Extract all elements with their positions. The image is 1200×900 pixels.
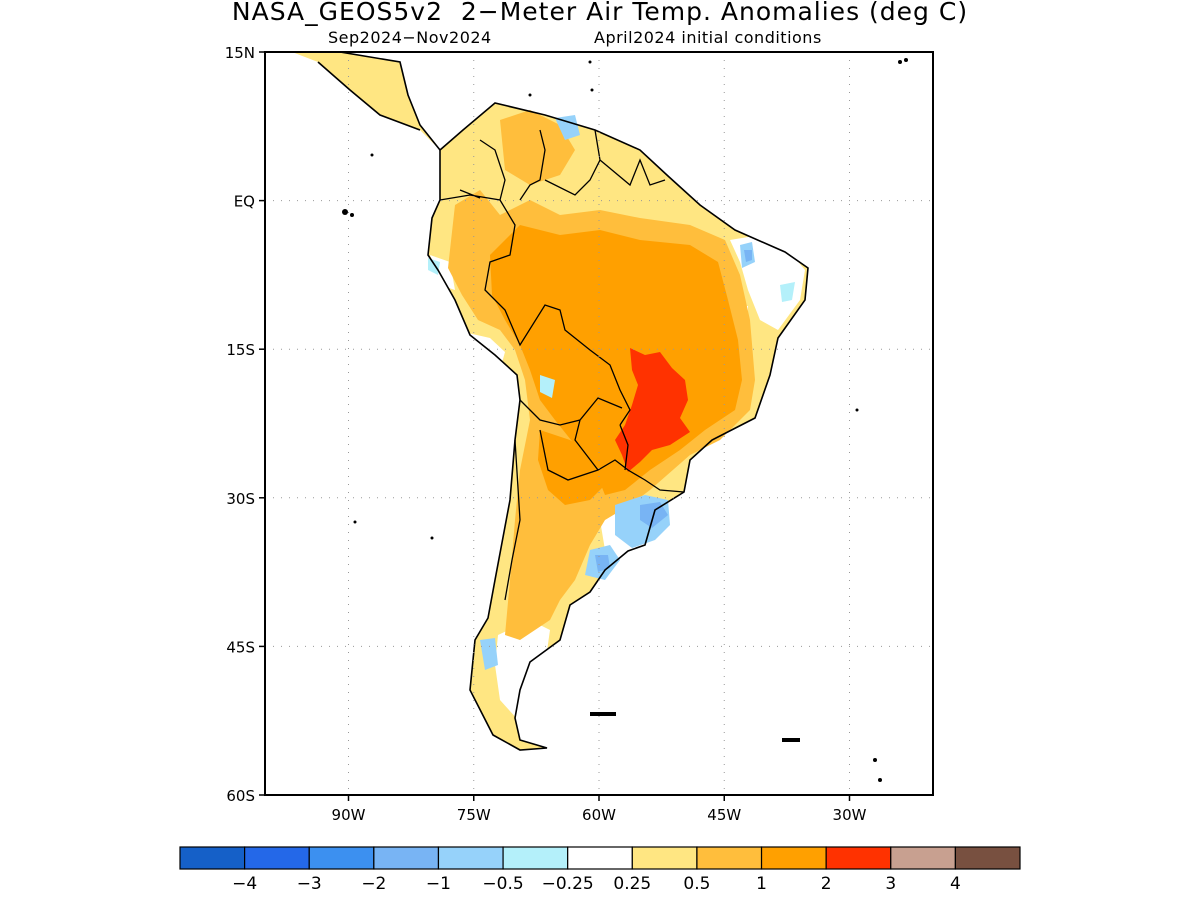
colorbar-swatch bbox=[631, 846, 698, 870]
colorbar-swatch bbox=[244, 846, 310, 870]
colorbar-label: 0.25 bbox=[613, 874, 651, 894]
lon-tick-label: 75W bbox=[457, 806, 491, 824]
colorbar-swatch bbox=[567, 846, 633, 870]
colorbar-swatch bbox=[502, 846, 569, 870]
lat-tick-label: 60S bbox=[226, 787, 255, 805]
central-america-fill bbox=[292, 52, 440, 150]
colorbar-label: −2 bbox=[361, 874, 386, 894]
lat-tick-label: 15S bbox=[226, 341, 255, 359]
lon-tick-label: 90W bbox=[332, 806, 366, 824]
colorbar-label: 2 bbox=[821, 874, 832, 894]
colorbar-label: −3 bbox=[297, 874, 322, 894]
map-title: NASA_GEOS5v2 2−Meter Air Temp. Anomalies… bbox=[231, 0, 969, 26]
colorbar-label: −4 bbox=[232, 874, 257, 894]
axis-ticks: 15N EQ 15S 30S 45S 60S 90W 75W 60W 45W 30W bbox=[225, 44, 867, 824]
colorbar-label: −1 bbox=[426, 874, 451, 894]
lat-tick-label: 15N bbox=[225, 44, 255, 62]
islands bbox=[342, 58, 908, 782]
colorbar-swatch bbox=[825, 846, 892, 870]
colorbar-label: 3 bbox=[885, 874, 896, 894]
colorbar-swatch bbox=[179, 846, 246, 870]
colorbar-swatch bbox=[373, 846, 440, 870]
lon-tick-label: 60W bbox=[582, 806, 616, 824]
map-content bbox=[292, 52, 908, 782]
lon-tick-label: 45W bbox=[707, 806, 741, 824]
cool-anomaly-patches bbox=[428, 115, 795, 670]
colorbar-swatch bbox=[308, 846, 375, 870]
coastline bbox=[427, 102, 809, 751]
colorbar-label: −0.25 bbox=[542, 874, 594, 894]
lon-tick-label: 30W bbox=[833, 806, 867, 824]
anomaly-3-plus-hotspot bbox=[615, 348, 690, 472]
colorbar-swatch bbox=[696, 846, 763, 870]
colorbar-swatch bbox=[890, 846, 956, 870]
colorbar-label: 4 bbox=[950, 874, 961, 894]
map-initial-conditions-subtitle: April2024 initial conditions bbox=[594, 28, 822, 47]
map-period-subtitle: Sep2024−Nov2024 bbox=[328, 28, 492, 47]
central-america-coastline bbox=[292, 52, 441, 151]
lat-tick-label: 30S bbox=[226, 490, 255, 508]
lat-tick-label: EQ bbox=[234, 193, 255, 211]
lat-tick-label: 45S bbox=[226, 638, 255, 656]
colorbar-swatch bbox=[760, 846, 827, 870]
colorbar-swatch bbox=[437, 846, 504, 870]
colorbar-label: 0.5 bbox=[683, 874, 710, 894]
anomaly-2-3-south bbox=[538, 430, 610, 505]
colorbar-label: −0.5 bbox=[482, 874, 523, 894]
anomaly-1-2-north bbox=[500, 110, 575, 185]
colorbar-label: 1 bbox=[756, 874, 767, 894]
colorbar: −4 −3 −2 −1 −0.5 −0.25 0.25 0.5 1 2 3 4 bbox=[179, 846, 1021, 894]
country-borders bbox=[439, 129, 685, 601]
colorbar-swatch bbox=[954, 846, 1021, 870]
